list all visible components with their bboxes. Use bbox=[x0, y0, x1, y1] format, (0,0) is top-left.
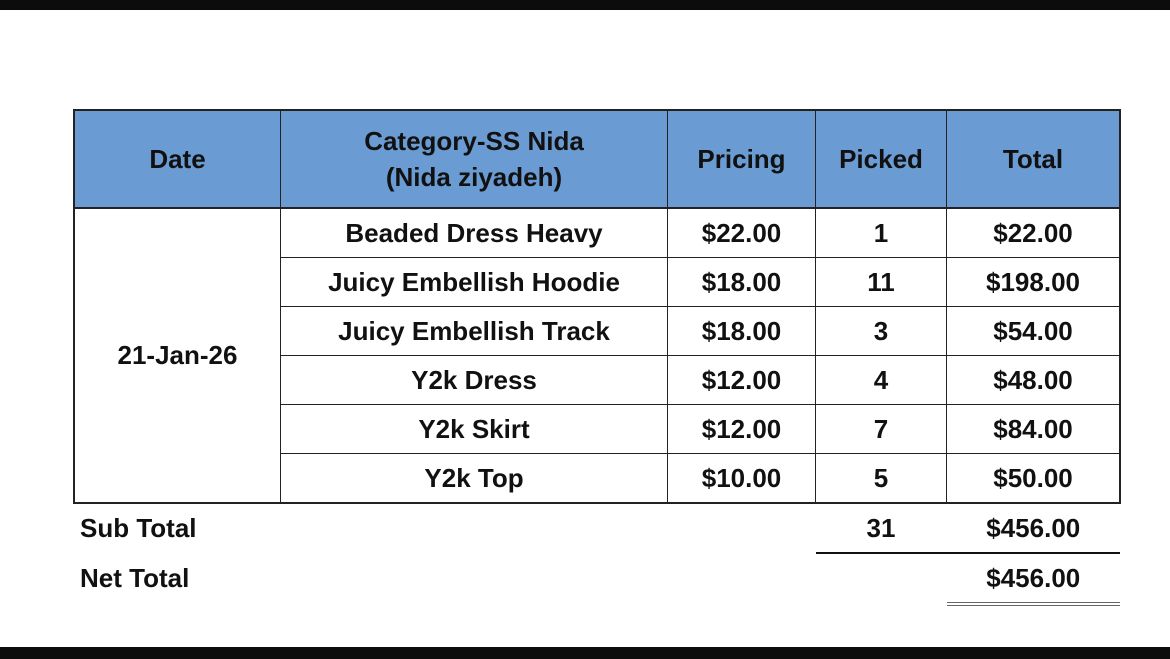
table-row: Y2k Skirt $12.00 7 $84.00 bbox=[74, 404, 1121, 454]
date-cell: 21-Jan-26 bbox=[73, 207, 281, 504]
subtotal-picked: 31 bbox=[815, 503, 947, 554]
total-cell: $48.00 bbox=[946, 355, 1121, 405]
table-row: 21-Jan-26 Beaded Dress Heavy $22.00 1 $22… bbox=[73, 207, 1121, 504]
header-row: Date Category-SS Nida (Nida ziyadeh) Pric… bbox=[73, 109, 1121, 209]
item-cell: Juicy Embellish Track bbox=[280, 306, 668, 356]
item-cell: Beaded Dress Heavy bbox=[280, 207, 668, 258]
subtotal-label: Sub Total bbox=[80, 513, 197, 543]
nettotal-row: Net Total $456.00 bbox=[74, 553, 1120, 606]
pricing-cell: $18.00 bbox=[667, 306, 816, 356]
picked-cell: 5 bbox=[815, 453, 947, 504]
picked-cell: 7 bbox=[815, 404, 947, 454]
nettotal-total: $456.00 bbox=[946, 553, 1120, 606]
pricing-cell: $10.00 bbox=[667, 453, 816, 504]
header-category-line2: (Nida ziyadeh) bbox=[385, 162, 563, 192]
total-cell: $54.00 bbox=[946, 306, 1121, 356]
top-bar bbox=[0, 0, 1170, 10]
item-cell: Y2k Skirt bbox=[280, 404, 668, 454]
picked-cell: 3 bbox=[815, 306, 947, 356]
picking-table: Date Category-SS Nida (Nida ziyadeh) Pric… bbox=[73, 109, 1121, 606]
pricing-cell: $22.00 bbox=[667, 207, 816, 258]
header-date: Date bbox=[73, 109, 281, 209]
bottom-bar bbox=[0, 647, 1170, 659]
header-category-line1: Category-SS Nida bbox=[364, 126, 584, 156]
subtotal-total: $456.00 bbox=[946, 503, 1120, 554]
total-cell: $50.00 bbox=[946, 453, 1121, 504]
pricing-cell: $12.00 bbox=[667, 355, 816, 405]
header-category: Category-SS Nida (Nida ziyadeh) bbox=[280, 109, 668, 209]
total-cell: $198.00 bbox=[946, 257, 1121, 307]
table-row: Y2k Dress $12.00 4 $48.00 bbox=[74, 355, 1121, 405]
total-cell: $22.00 bbox=[946, 207, 1121, 258]
header-picked: Picked bbox=[815, 109, 947, 209]
picked-cell: 11 bbox=[815, 257, 947, 307]
subtotal-row: Sub Total 31 $456.00 bbox=[74, 503, 1120, 554]
item-cell: Y2k Top bbox=[280, 453, 668, 504]
item-cell: Y2k Dress bbox=[280, 355, 668, 405]
item-cell: Juicy Embellish Hoodie bbox=[280, 257, 668, 307]
header-pricing: Pricing bbox=[667, 109, 816, 209]
picked-cell: 1 bbox=[815, 207, 947, 258]
header-total: Total bbox=[946, 109, 1121, 209]
total-cell: $84.00 bbox=[946, 404, 1121, 454]
pricing-cell: $18.00 bbox=[667, 257, 816, 307]
picked-cell: 4 bbox=[815, 355, 947, 405]
nettotal-label: Net Total bbox=[80, 563, 190, 593]
table-row: Y2k Top $10.00 5 $50.00 bbox=[74, 453, 1121, 504]
pricing-cell: $12.00 bbox=[667, 404, 816, 454]
